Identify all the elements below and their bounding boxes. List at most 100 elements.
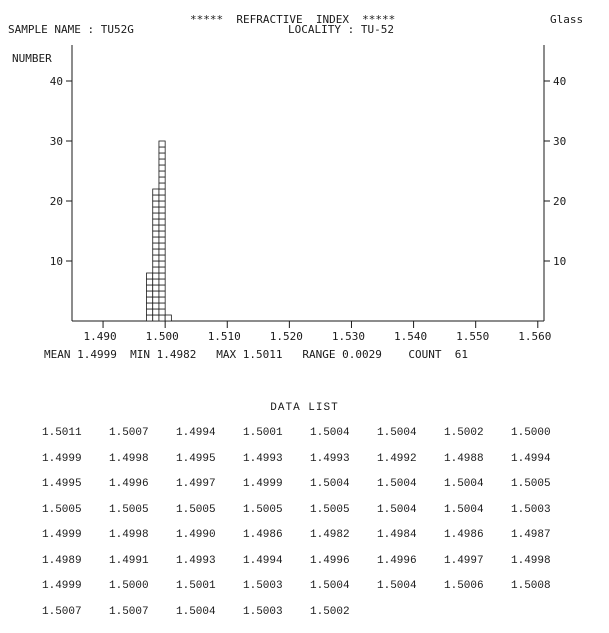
range-label: RANGE: [302, 348, 336, 361]
data-list-value: 1.4990: [176, 529, 216, 541]
histogram-cell: [158, 236, 166, 244]
data-list-value: 1.4997: [444, 554, 484, 567]
chart-title: ***** REFRACTIVE INDEX *****: [190, 13, 396, 26]
histogram-cell: [152, 200, 160, 208]
histogram-cell: [158, 218, 166, 226]
histogram-cell: [152, 266, 160, 274]
histogram-cell: [152, 224, 160, 232]
histogram-cell: [146, 314, 154, 322]
data-list-value: 1.5004: [377, 503, 417, 516]
data-list-value: 1.4996: [377, 554, 417, 567]
histogram-cell: [158, 146, 166, 154]
data-list-value: 1.4993: [176, 554, 216, 567]
histogram-cell: [158, 242, 166, 250]
max-value: 1.5011: [242, 348, 283, 361]
histogram-cell: [152, 194, 160, 202]
data-list-value: 1.4999: [42, 529, 82, 541]
data-list-value: 1.5011: [42, 427, 82, 439]
histogram-cell: [158, 308, 166, 316]
histogram-cell: [152, 230, 160, 238]
histogram-cell: [158, 230, 166, 238]
histogram-cell: [146, 272, 154, 280]
histogram-cell: [158, 290, 166, 298]
data-list-value: 1.4987: [511, 529, 551, 541]
data-list-value: 1.5003: [511, 503, 551, 516]
stats-line: MEAN 1.4999 MIN 1.4982 MAX 1.5011 RANGE …: [44, 349, 468, 361]
sample-name: SAMPLE NAME : TU52G: [8, 23, 134, 36]
histogram-bar: [158, 140, 166, 322]
y-tick-label-left: 40: [50, 75, 63, 88]
histogram-cell: [152, 290, 160, 298]
data-list-value: 1.4999: [42, 452, 82, 465]
max-label: MAX: [216, 348, 237, 361]
histogram-cell: [158, 182, 166, 190]
histogram-cell: [158, 176, 166, 184]
histogram-cell: [152, 314, 160, 322]
data-list-value: 1.5005: [310, 503, 350, 516]
histogram-cell: [152, 242, 160, 250]
y-tick-label-right: 20: [553, 195, 566, 208]
data-list-value: 1.4996: [310, 554, 350, 567]
histogram-cell: [152, 188, 160, 196]
histogram-cell: [152, 218, 160, 226]
locality: LOCALITY : TU-52: [288, 23, 394, 36]
chart-ticks: 10 10 20 20 30 30 40 40 1.490 1.500 1.510 1.520 1.53…: [50, 75, 567, 343]
material-label: Glass: [550, 13, 584, 26]
data-list-value: 1.4993: [310, 452, 350, 465]
histogram-cell: [152, 278, 160, 286]
histogram-cell: [152, 236, 160, 244]
histogram-cell: [158, 206, 166, 214]
data-list-value: 1.4986: [243, 529, 283, 541]
histogram-cell: [152, 212, 160, 220]
data-list-value: 1.5004: [176, 605, 216, 618]
histogram-cell: [146, 302, 154, 310]
histogram-cell: [158, 164, 166, 172]
data-list-value: 1.5005: [109, 503, 149, 516]
data-list-value: 1.4986: [444, 529, 484, 541]
x-tick-label: 1.560: [518, 330, 551, 343]
histogram-cell: [158, 140, 166, 148]
mean-label: MEAN: [44, 348, 71, 361]
data-list-value: 1.5007: [109, 605, 149, 618]
histogram-cell: [152, 206, 160, 214]
x-tick-label: 1.520: [270, 330, 303, 343]
histogram-cell: [152, 296, 160, 304]
data-list-value: 1.5004: [377, 427, 417, 439]
histogram-cell: [152, 254, 160, 262]
histogram-cell: [158, 200, 166, 208]
data-list-value: 1.5003: [243, 580, 283, 592]
histogram-cell: [158, 314, 166, 322]
min-label: MIN: [130, 348, 150, 361]
histogram-cell: [158, 170, 166, 178]
refractive-index-histogram: NUMBER 10 10 20 20 30 30 40 40 1.490 1.500 1.510 1.…: [12, 45, 567, 343]
y-tick-label-left: 20: [50, 195, 63, 208]
count-label: COUNT: [408, 348, 442, 361]
histogram-cell: [158, 284, 166, 292]
data-list-value: 1.4988: [444, 452, 484, 465]
histogram-cell: [158, 278, 166, 286]
min-value: 1.4982: [156, 348, 197, 361]
x-tick-label: 1.500: [146, 330, 179, 343]
histogram-bar: [164, 314, 172, 322]
histogram-bar: [146, 272, 154, 322]
histogram-bars: [146, 140, 172, 322]
data-list-value: 1.4997: [176, 478, 216, 490]
data-list-value: 1.5001: [243, 427, 283, 439]
data-list-value: 1.4999: [42, 580, 82, 592]
data-list-value: 1.4994: [243, 554, 283, 567]
data-list-value: 1.4994: [511, 452, 551, 465]
histogram-cell: [158, 302, 166, 310]
histogram-cell: [152, 284, 160, 292]
data-list-value: 1.5006: [444, 580, 484, 592]
mean-value: 1.4999: [77, 348, 117, 361]
x-tick-label: 1.550: [456, 330, 489, 343]
data-list-value: 1.5004: [310, 427, 350, 439]
y-tick-label-left: 10: [50, 255, 63, 268]
histogram-cell: [158, 224, 166, 232]
data-list-value: 1.4995: [42, 478, 82, 490]
data-list-value: 1.5004: [444, 503, 484, 516]
data-list-value: 1.5004: [444, 478, 484, 490]
chart-axes: [71, 45, 545, 322]
data-list-value: 1.5004: [310, 580, 350, 592]
histogram-cell: [158, 260, 166, 268]
